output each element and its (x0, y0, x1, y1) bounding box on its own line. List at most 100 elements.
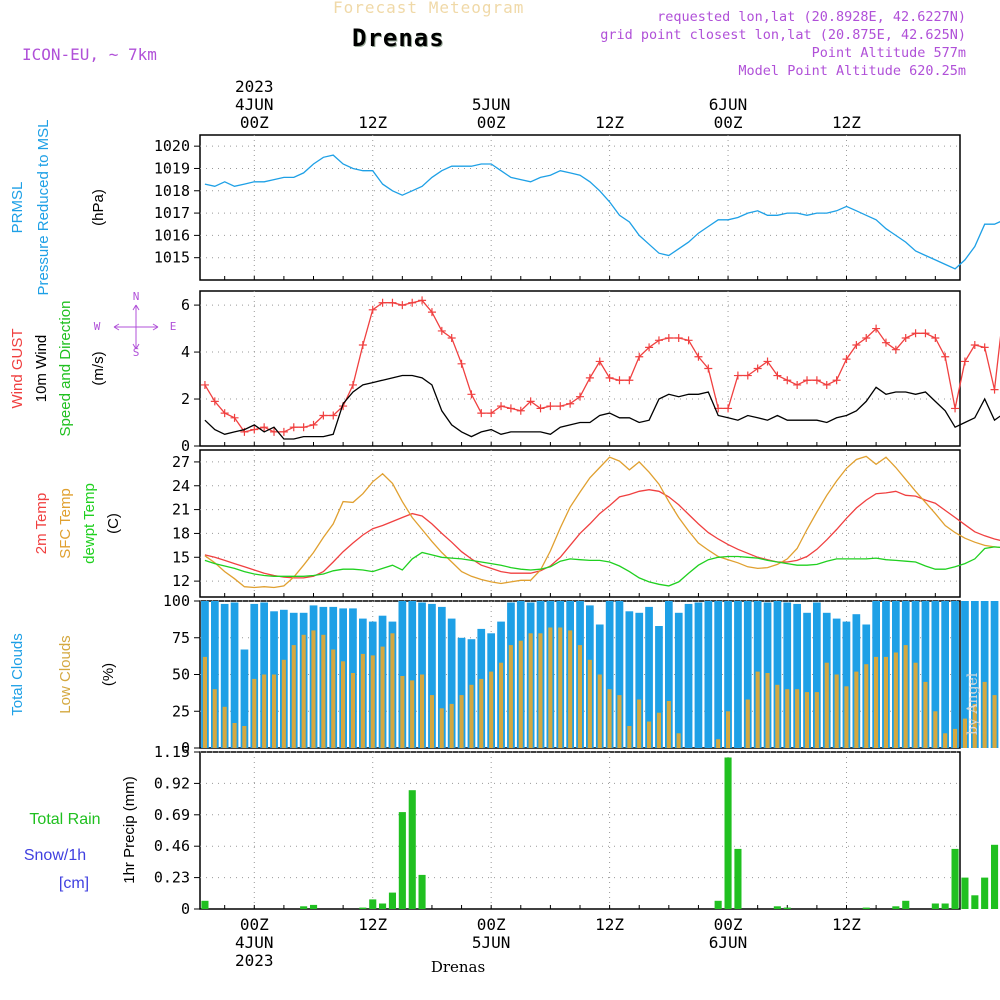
bar-low-clouds (400, 676, 405, 748)
bar-total-rain (931, 903, 939, 909)
gust-marker (753, 364, 762, 373)
bar-low-clouds (716, 739, 721, 748)
bar-total-rain (902, 900, 910, 909)
bar-low-clouds (587, 659, 592, 748)
series-dewpt-temp (204, 546, 1000, 587)
precip-snow-label: Snow/1h (24, 847, 86, 864)
gust-marker (457, 359, 466, 368)
top-time-label: 12Z (832, 113, 861, 132)
pressure-ytick-label: 1017 (154, 204, 190, 222)
bar-low-clouds (676, 733, 681, 748)
compass-s: S (133, 346, 140, 359)
gust-marker (418, 296, 427, 305)
bar-total-rain (310, 904, 318, 909)
gust-marker (556, 402, 565, 411)
bar-total-clouds (211, 601, 219, 748)
gust-marker (911, 329, 920, 338)
bar-total-clouds (250, 603, 259, 748)
bar-low-clouds (972, 703, 977, 748)
bar-low-clouds (883, 656, 888, 748)
bar-low-clouds (252, 678, 257, 748)
bottom-time-label: 6JUN (709, 933, 748, 952)
bar-low-clouds (824, 662, 829, 748)
bar-total-rain (714, 900, 722, 909)
temperature-ytick-label: 21 (172, 501, 190, 519)
bar-low-clouds (745, 699, 750, 748)
bar-total-rain (991, 844, 999, 909)
bar-low-clouds (814, 692, 819, 748)
series-wind-gust (204, 299, 1000, 433)
bar-total-clouds (694, 602, 703, 748)
bar-low-clouds (943, 733, 948, 748)
bar-total-rain (300, 906, 308, 909)
temperature-ytick-label: 18 (172, 524, 190, 542)
temperature-ytick-label: 27 (172, 453, 190, 471)
gust-marker (279, 427, 288, 436)
bar-low-clouds (637, 699, 642, 748)
bar-total-rain (359, 907, 367, 909)
temperature-unit: (C) (105, 513, 122, 534)
bar-total-clouds (961, 601, 969, 748)
bar-low-clouds (301, 634, 306, 748)
bar-low-clouds (350, 673, 355, 748)
bar-low-clouds (666, 701, 671, 748)
bar-low-clouds (577, 645, 582, 748)
gust-marker (664, 333, 673, 342)
top-time-label: 12Z (595, 113, 624, 132)
precip-unit: 1hr Precip (mm) (121, 776, 138, 884)
bar-total-clouds (615, 601, 624, 748)
clouds-title-1: Low Clouds (57, 635, 74, 713)
bar-low-clouds (439, 708, 444, 748)
bar-low-clouds (647, 721, 652, 748)
clouds-title-0: Total Clouds (9, 633, 26, 716)
bar-total-clouds (842, 621, 851, 748)
temperature-title-2: dewpt Temp (81, 483, 98, 564)
bar-total-rain (971, 895, 979, 909)
bar-total-clouds (457, 637, 466, 749)
gust-marker (260, 423, 269, 432)
bar-total-clouds (220, 603, 229, 748)
bar-low-clouds (202, 656, 207, 748)
bar-low-clouds (459, 695, 464, 748)
product-title: Forecast Meteogram (333, 0, 525, 17)
bar-low-clouds (982, 681, 987, 748)
bar-low-clouds (508, 645, 513, 748)
top-time-label: 4JUN (235, 95, 274, 114)
credit-watermark: by Angel (965, 672, 981, 735)
temperature-ytick-label: 24 (172, 477, 190, 495)
bar-low-clouds (627, 726, 632, 748)
gust-marker (901, 333, 910, 342)
series-sfc-temp (204, 455, 1000, 589)
gust-marker (694, 352, 703, 361)
gust-marker (200, 380, 209, 389)
bar-low-clouds (568, 630, 573, 748)
gust-marker (497, 402, 506, 411)
bar-total-clouds (684, 603, 693, 748)
wind-ytick-label: 6 (181, 296, 190, 314)
gust-marker (724, 404, 733, 413)
bar-low-clouds (341, 661, 346, 748)
top-time-label: 5JUN (472, 95, 511, 114)
series-prmsl (204, 154, 1000, 270)
bar-low-clouds (499, 662, 504, 748)
temperature-title-0: 2m Temp (33, 493, 50, 554)
bar-total-rain (941, 903, 949, 909)
clouds-ytick-label: 75 (172, 629, 190, 647)
panel-temperature: 12 15 18 21 24 27 2m Temp SFC Temp dewpt Temp (C) (33, 449, 1000, 598)
bar-low-clouds (765, 673, 770, 748)
gust-marker (645, 343, 654, 352)
bar-low-clouds (222, 706, 227, 748)
bar-low-clouds (923, 681, 928, 748)
bottom-time-label: 00Z (240, 915, 269, 934)
wind-title-2: Speed and Direction (57, 301, 74, 437)
requested-location: requested lon,lat (20.8928E, 42.6227N) (657, 9, 966, 25)
bar-low-clouds (212, 689, 217, 748)
gust-marker (605, 373, 614, 382)
gust-marker (388, 298, 397, 307)
top-time-label: 00Z (714, 113, 743, 132)
panel-wind: 0 2 4 6 Wind GUST 10m Wind Speed and Direction… (9, 290, 1000, 455)
pressure-ytick-label: 1016 (154, 226, 190, 244)
wind-ytick-label: 4 (181, 343, 190, 361)
gust-marker (842, 355, 851, 364)
